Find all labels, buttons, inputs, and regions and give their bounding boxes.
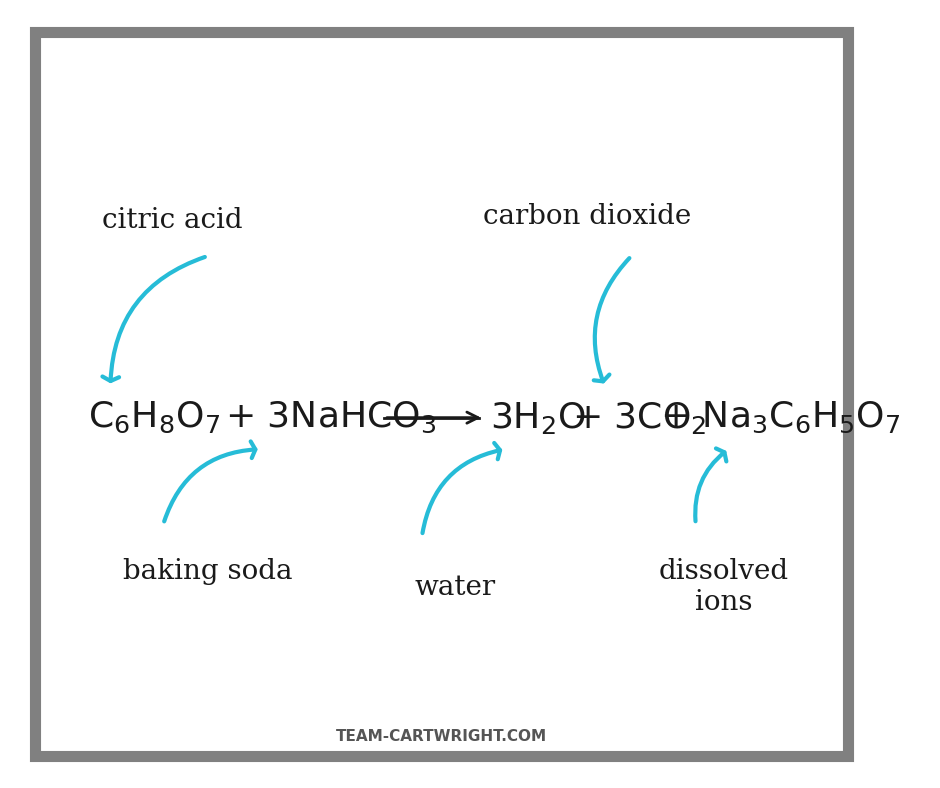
Text: $\mathrm{C_6H_8O_7}$: $\mathrm{C_6H_8O_7}$ [88,400,220,435]
Text: $\mathrm{+ \ Na_3C_6H_5O_7}$: $\mathrm{+ \ Na_3C_6H_5O_7}$ [661,400,901,435]
Text: $\mathrm{+ \ 3CO_2}$: $\mathrm{+ \ 3CO_2}$ [572,400,707,436]
Text: $\mathrm{3H_2O}$: $\mathrm{3H_2O}$ [490,400,586,436]
Text: dissolved
ions: dissolved ions [659,558,789,616]
FancyBboxPatch shape [36,32,848,756]
Text: carbon dioxide: carbon dioxide [483,203,691,230]
Text: $\mathrm{+ \ 3NaHCO_3}$: $\mathrm{+ \ 3NaHCO_3}$ [226,400,436,435]
Text: citric acid: citric acid [102,207,243,234]
Text: baking soda: baking soda [123,558,292,585]
Text: TEAM-CARTWRIGHT.COM: TEAM-CARTWRIGHT.COM [336,729,547,745]
Text: water: water [415,574,495,600]
